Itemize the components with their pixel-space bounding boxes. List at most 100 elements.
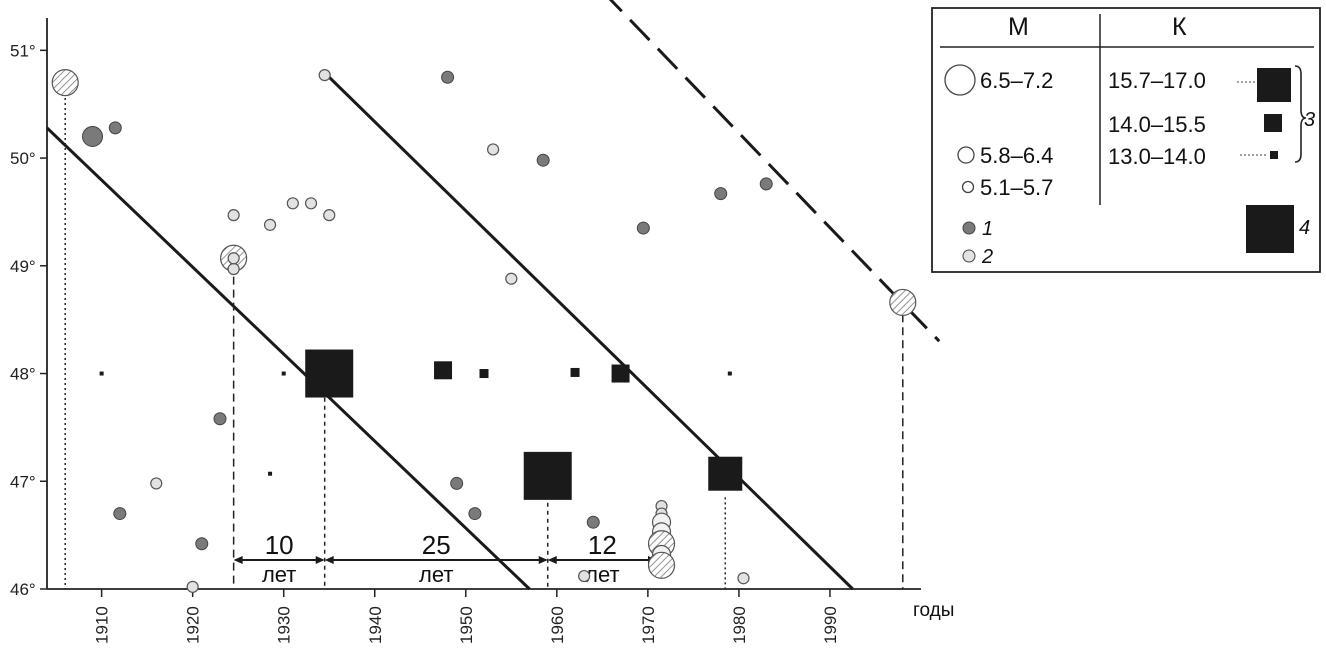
y-tick-label: 47°: [10, 472, 36, 491]
interval-unit: лет: [585, 562, 619, 587]
legend-m-range-1: 6.5–7.2: [980, 68, 1053, 93]
legend-light-dot: [962, 249, 976, 263]
k-square: [727, 371, 732, 376]
k-square: [523, 451, 572, 500]
earthquake-point-type1: [113, 507, 127, 521]
earthquake-point-type2: [323, 209, 336, 222]
legend-marker-2: 2: [981, 246, 993, 268]
earthquake-point-type1: [213, 412, 227, 426]
earthquake-point-type2: [737, 572, 750, 585]
k-square: [99, 371, 104, 376]
interval-arrowhead-left: [324, 556, 334, 564]
x-tick-label: 1950: [457, 606, 476, 644]
interval-arrowhead-right: [538, 556, 548, 564]
legend-marker-3: 3: [1304, 109, 1315, 131]
x-tick-label: 1960: [548, 606, 567, 644]
x-tick-label: 1940: [366, 606, 385, 644]
earthquake-point-type1: [636, 221, 650, 235]
guide-lines: [64, 88, 904, 589]
earthquake-point-type2: [487, 143, 500, 156]
legend-m-range-2: 5.8–6.4: [980, 143, 1053, 168]
interval-arrowhead-left: [233, 556, 243, 564]
earthquake-point-type1: [759, 177, 773, 191]
legend-k-range-2: 14.0–15.5: [1108, 112, 1206, 137]
k-square: [281, 371, 286, 376]
legend-k-range-3: 13.0–14.0: [1108, 144, 1206, 169]
k-square: [611, 364, 630, 383]
earthquake-point-type1: [82, 126, 104, 148]
legend-col-m: М: [1008, 13, 1029, 41]
k-square: [268, 471, 273, 476]
legend-k-range-1: 15.7–17.0: [1108, 68, 1206, 93]
axes: [46, 18, 921, 590]
earthquake-point-type2: [304, 197, 318, 210]
legend-m-mid-circle: [957, 146, 975, 164]
points: [51, 68, 917, 593]
earthquake-point-type1: [441, 70, 455, 84]
k-square: [479, 369, 489, 379]
earthquake-point-type2: [227, 252, 240, 265]
k-square: [434, 361, 453, 380]
legend-k-mid-square: [1264, 114, 1282, 132]
earthquake-point-type1: [468, 507, 482, 521]
interval-unit: лет: [419, 562, 453, 587]
legend-square-4: [1246, 205, 1294, 253]
trend-lines: [45, 0, 941, 591]
x-tick-label: 1990: [821, 606, 840, 644]
legend-col-k: К: [1172, 13, 1187, 41]
earthquake-point-type1: [450, 476, 464, 490]
trend-line: [608, 0, 941, 343]
x-tick-label: 1970: [639, 606, 658, 644]
trend-line: [45, 126, 531, 591]
earthquake-point-type2: [578, 569, 591, 583]
x-axis-label: годы: [913, 600, 954, 621]
earthquake-point-type2: [318, 68, 331, 82]
earthquake-point-type2-large: [647, 551, 676, 579]
y-tick-label: 46°: [10, 580, 36, 599]
earthquake-point-type2: [150, 477, 163, 490]
legend-m-large-circle: [944, 64, 976, 96]
earthquake-point-type2-large: [889, 288, 917, 317]
earthquake-point-type2: [286, 197, 299, 210]
y-ticks: 51° 50° 49° 48° 47° 46°: [10, 41, 47, 599]
earthquake-point-type2-large: [51, 69, 79, 97]
legend: М К 6.5–7.2 5.8–6.4 5.1–5.7 1 2 15.7–17.…: [931, 7, 1321, 273]
interval-unit: лет: [262, 562, 296, 587]
legend-m-range-3: 5.1–5.7: [980, 175, 1053, 200]
interval-value: 25: [422, 530, 451, 560]
interval-value: 12: [588, 530, 617, 560]
earthquake-point-type1: [195, 537, 209, 551]
y-tick-label: 50°: [10, 149, 36, 168]
trend-line: [328, 76, 854, 591]
earthquake-point-type2: [227, 209, 240, 222]
earthquake-point-type2: [263, 218, 277, 231]
x-tick-label: 1980: [730, 606, 749, 644]
earthquake-point-type2: [505, 272, 518, 285]
interval-arrowhead-right: [315, 556, 325, 564]
k-square: [305, 349, 354, 398]
earthquake-point-type1: [714, 187, 728, 201]
x-tick-label: 1910: [93, 606, 112, 644]
earthquake-point-type1: [586, 515, 600, 529]
interval-value: 10: [265, 530, 294, 560]
earthquake-point-type2: [186, 580, 199, 593]
y-tick-label: 48°: [10, 365, 36, 384]
x-tick-label: 1920: [184, 606, 203, 644]
legend-marker-4: 4: [1299, 217, 1310, 239]
x-tick-label: 1930: [275, 606, 294, 644]
k-square: [570, 367, 580, 377]
earthquake-point-type1: [108, 121, 122, 135]
interval-arrowhead-left: [547, 556, 557, 564]
x-ticks: 1910 1920 1930 1940 1950 1960 1970 1980 1990: [93, 589, 840, 644]
earthquake-point-type2: [227, 262, 240, 276]
legend-k-large-square: [1257, 68, 1291, 102]
y-tick-label: 51°: [10, 41, 36, 60]
legend-marker-1: 1: [982, 218, 993, 240]
y-tick-label: 49°: [10, 257, 36, 276]
legend-m-small-circle: [961, 180, 975, 194]
legend-dark-dot: [962, 221, 976, 235]
earthquake-point-type1: [536, 153, 550, 167]
k-square: [708, 456, 743, 491]
legend-k-small-square: [1270, 151, 1278, 159]
